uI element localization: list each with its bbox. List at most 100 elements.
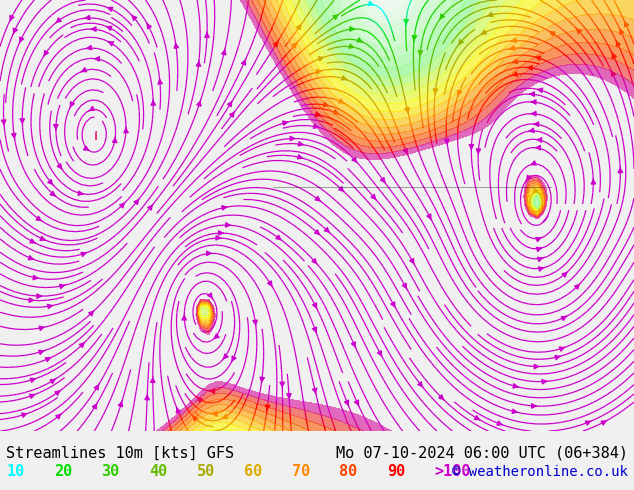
FancyArrowPatch shape xyxy=(207,251,212,256)
FancyArrowPatch shape xyxy=(48,179,53,185)
Text: 30: 30 xyxy=(101,465,120,479)
FancyArrowPatch shape xyxy=(182,314,186,320)
FancyArrowPatch shape xyxy=(585,421,591,425)
FancyArrowPatch shape xyxy=(145,394,149,400)
FancyArrowPatch shape xyxy=(612,52,616,58)
FancyArrowPatch shape xyxy=(474,416,480,420)
FancyArrowPatch shape xyxy=(222,206,227,210)
FancyArrowPatch shape xyxy=(418,50,423,56)
FancyArrowPatch shape xyxy=(50,379,56,384)
FancyArrowPatch shape xyxy=(511,38,516,43)
FancyArrowPatch shape xyxy=(56,18,61,23)
FancyArrowPatch shape xyxy=(120,202,125,208)
FancyArrowPatch shape xyxy=(93,403,97,409)
FancyArrowPatch shape xyxy=(119,401,122,407)
FancyArrowPatch shape xyxy=(134,199,139,204)
FancyArrowPatch shape xyxy=(531,161,536,165)
FancyArrowPatch shape xyxy=(174,42,179,49)
FancyArrowPatch shape xyxy=(538,257,543,262)
FancyArrowPatch shape xyxy=(81,68,87,72)
FancyArrowPatch shape xyxy=(297,155,303,159)
FancyArrowPatch shape xyxy=(368,1,373,5)
FancyArrowPatch shape xyxy=(30,394,35,398)
FancyArrowPatch shape xyxy=(357,38,363,42)
FancyArrowPatch shape xyxy=(196,60,200,66)
FancyArrowPatch shape xyxy=(211,412,217,416)
FancyArrowPatch shape xyxy=(527,66,533,70)
Text: 60: 60 xyxy=(244,465,262,479)
FancyArrowPatch shape xyxy=(218,231,223,235)
FancyArrowPatch shape xyxy=(616,40,621,47)
FancyArrowPatch shape xyxy=(481,30,486,34)
FancyArrowPatch shape xyxy=(10,15,14,22)
FancyArrowPatch shape xyxy=(242,59,246,65)
FancyArrowPatch shape xyxy=(529,128,534,133)
FancyArrowPatch shape xyxy=(458,40,463,45)
FancyArrowPatch shape xyxy=(124,127,128,133)
FancyArrowPatch shape xyxy=(601,420,607,425)
FancyArrowPatch shape xyxy=(56,414,61,419)
FancyArrowPatch shape xyxy=(30,378,36,382)
Text: Streamlines 10m [kts] GFS: Streamlines 10m [kts] GFS xyxy=(6,446,235,461)
FancyArrowPatch shape xyxy=(78,191,83,196)
FancyArrowPatch shape xyxy=(344,400,349,406)
FancyArrowPatch shape xyxy=(88,106,94,111)
FancyArrowPatch shape xyxy=(403,283,407,289)
FancyArrowPatch shape xyxy=(313,327,316,333)
FancyArrowPatch shape xyxy=(176,407,181,413)
FancyArrowPatch shape xyxy=(339,187,344,192)
FancyArrowPatch shape xyxy=(349,44,354,49)
FancyArrowPatch shape xyxy=(434,89,437,95)
FancyArrowPatch shape xyxy=(1,120,6,126)
FancyArrowPatch shape xyxy=(84,146,89,150)
FancyArrowPatch shape xyxy=(313,124,319,128)
FancyArrowPatch shape xyxy=(22,413,27,417)
FancyArrowPatch shape xyxy=(391,302,396,308)
FancyArrowPatch shape xyxy=(205,32,209,37)
FancyArrowPatch shape xyxy=(562,272,567,277)
FancyArrowPatch shape xyxy=(403,148,408,154)
FancyArrowPatch shape xyxy=(11,133,16,139)
FancyArrowPatch shape xyxy=(325,227,330,233)
FancyArrowPatch shape xyxy=(89,311,94,316)
FancyArrowPatch shape xyxy=(228,101,232,107)
Text: 90: 90 xyxy=(387,465,405,479)
FancyArrowPatch shape xyxy=(107,7,113,11)
FancyArrowPatch shape xyxy=(354,400,359,406)
FancyArrowPatch shape xyxy=(54,124,58,130)
FancyArrowPatch shape xyxy=(29,256,34,260)
FancyArrowPatch shape xyxy=(107,26,112,30)
FancyArrowPatch shape xyxy=(253,320,257,326)
FancyArrowPatch shape xyxy=(377,351,382,357)
FancyArrowPatch shape xyxy=(526,175,531,181)
FancyArrowPatch shape xyxy=(221,415,228,419)
FancyArrowPatch shape xyxy=(44,50,48,56)
Text: 80: 80 xyxy=(339,465,358,479)
FancyArrowPatch shape xyxy=(555,355,560,360)
FancyArrowPatch shape xyxy=(108,42,113,46)
FancyArrowPatch shape xyxy=(351,342,356,348)
FancyArrowPatch shape xyxy=(592,178,596,184)
FancyArrowPatch shape xyxy=(94,57,100,61)
FancyArrowPatch shape xyxy=(57,164,62,170)
FancyArrowPatch shape xyxy=(315,112,321,117)
Text: 10: 10 xyxy=(6,465,25,479)
FancyArrowPatch shape xyxy=(312,259,317,264)
FancyArrowPatch shape xyxy=(148,204,153,210)
FancyArrowPatch shape xyxy=(208,293,212,299)
FancyArrowPatch shape xyxy=(314,230,320,235)
Text: Mo 07-10-2024 06:00 UTC (06+384): Mo 07-10-2024 06:00 UTC (06+384) xyxy=(335,446,628,461)
FancyArrowPatch shape xyxy=(531,111,536,116)
FancyArrowPatch shape xyxy=(342,76,347,80)
FancyArrowPatch shape xyxy=(439,14,444,20)
FancyArrowPatch shape xyxy=(276,235,281,240)
FancyArrowPatch shape xyxy=(37,294,42,298)
FancyArrowPatch shape xyxy=(214,334,219,339)
FancyArrowPatch shape xyxy=(576,28,581,34)
FancyArrowPatch shape xyxy=(13,28,17,34)
FancyArrowPatch shape xyxy=(315,196,321,201)
FancyArrowPatch shape xyxy=(542,380,547,384)
FancyArrowPatch shape xyxy=(131,15,137,21)
FancyArrowPatch shape xyxy=(533,188,538,193)
FancyArrowPatch shape xyxy=(534,122,539,126)
